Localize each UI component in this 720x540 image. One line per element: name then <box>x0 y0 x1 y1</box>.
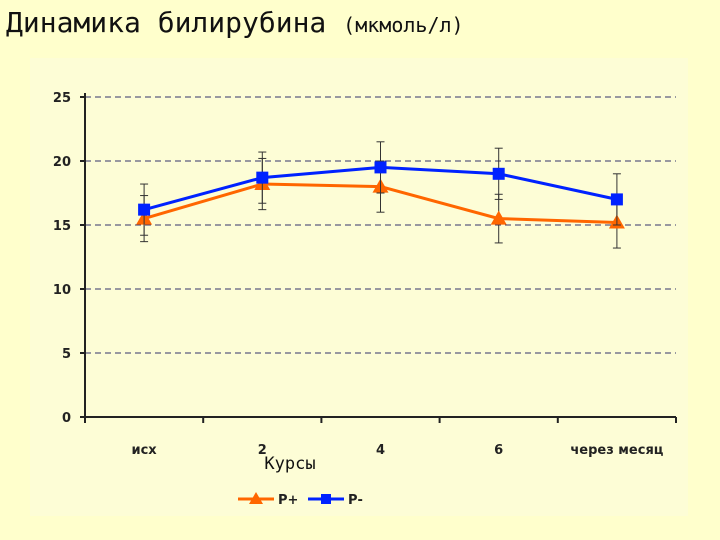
legend-item-2: Р- <box>308 493 363 508</box>
legend-marker-triangle <box>249 492 263 504</box>
title-text: Динамика билирубина <box>6 6 327 39</box>
x-tick-label: 4 <box>376 443 385 458</box>
title-unit: (мкмоль/л) <box>343 13 464 37</box>
data-point-square <box>374 161 387 174</box>
x-tick-label: исх <box>131 443 157 458</box>
legend-item-1: Р+ <box>238 492 298 508</box>
y-tick-label: 5 <box>62 347 71 362</box>
data-point-square <box>610 193 623 206</box>
data-point-square <box>492 167 505 180</box>
data-point-square <box>256 171 269 184</box>
x-axis-label: Курсы <box>264 454 315 474</box>
x-tick-label: через месяц <box>570 443 663 458</box>
slide-title: Динамика билирубина (мкмоль/л) <box>6 6 464 39</box>
y-tick-label: 15 <box>53 219 71 234</box>
y-tick-label: 25 <box>53 91 71 106</box>
y-tick-label: 10 <box>53 283 71 298</box>
legend-marker-square <box>321 494 331 504</box>
y-tick-label: 20 <box>53 155 71 170</box>
x-tick-label: 2 <box>258 443 267 458</box>
plot-panel <box>30 58 688 516</box>
y-tick-label: 0 <box>62 411 71 426</box>
legend-label: Р+ <box>278 493 298 508</box>
data-point-triangle <box>490 210 507 225</box>
series-2 <box>138 141 623 236</box>
data-point-square <box>138 203 151 216</box>
x-tick-label: 6 <box>494 443 503 458</box>
legend-label: Р- <box>348 493 363 508</box>
